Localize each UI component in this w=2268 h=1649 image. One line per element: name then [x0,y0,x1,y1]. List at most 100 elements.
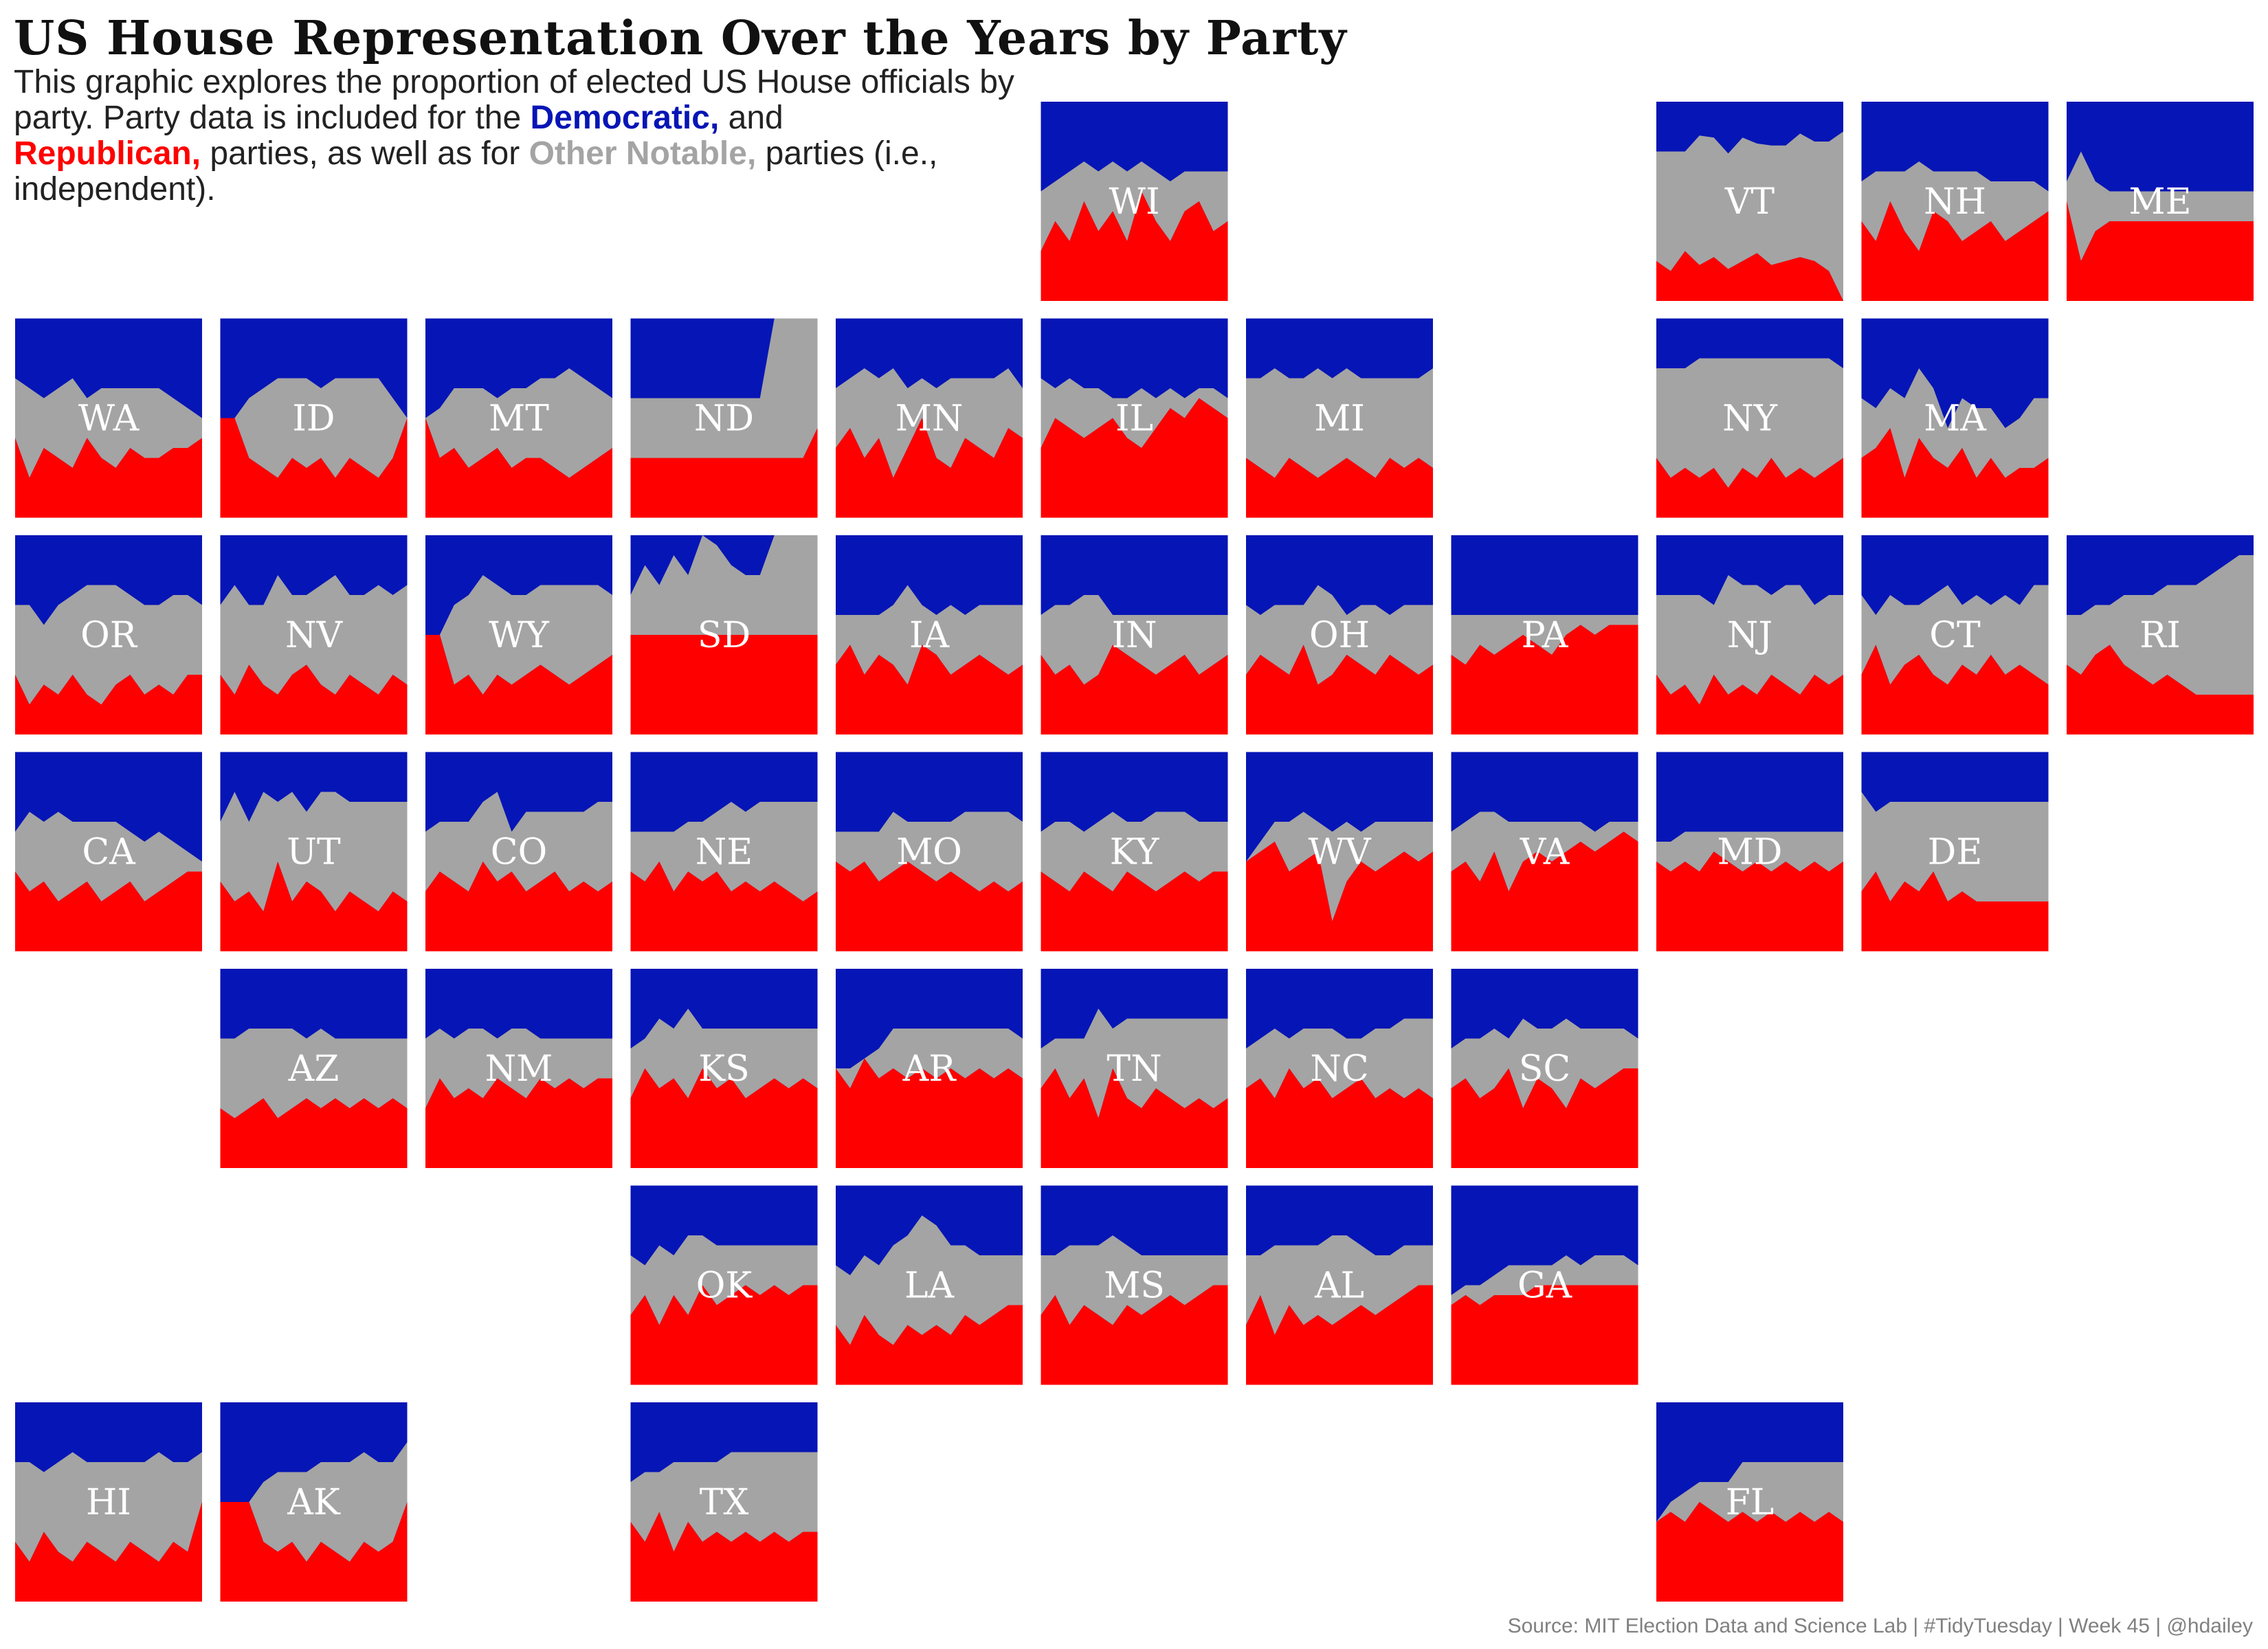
tile-label-il: IL [1115,399,1153,440]
tile-co: CO [425,752,612,952]
republican-area-wy [425,635,612,734]
republican-area-oh [1246,644,1433,734]
tile-nm: NM [425,969,612,1168]
tile-label-wa: WA [78,399,140,440]
other-area-az [220,1029,408,1119]
tile-md: MD [1656,752,1843,952]
tile-ct: CT [1861,535,2049,734]
tile-ut: UT [220,752,408,952]
tile-label-me: ME [2128,181,2191,223]
tile-ks: KS [630,969,818,1168]
tile-label-ri: RI [2139,615,2181,656]
tile-label-oh: OH [1309,615,1370,656]
republican-area-sd [630,635,818,734]
other-area-ma [1861,368,2049,478]
other-area-pa [1451,615,1638,665]
other-area-ca [15,811,202,901]
tile-ky: KY [1041,752,1228,952]
republican-area-az [220,1098,408,1168]
other-area-ny [1656,358,1843,488]
other-area-ia [836,585,1023,685]
tile-label-mn: MN [896,399,964,440]
other-area-tn [1041,1009,1228,1119]
tile-wa: WA [15,318,202,518]
tile-ca: CA [15,752,202,952]
republican-area-mo [836,862,1023,952]
tile-label-tx: TX [700,1482,749,1523]
tile-nj: NJ [1656,535,1843,734]
other-area-mi [1246,368,1433,478]
other-area-tx [630,1452,818,1552]
tile-label-ny: NY [1722,399,1778,440]
other-area-md [1656,831,1843,872]
tile-oh: OH [1246,535,1433,734]
other-area-wa [15,378,202,478]
tile-label-nh: NH [1924,181,1986,223]
tile-ms: MS [1041,1185,1228,1385]
other-area-nc [1246,1018,1433,1099]
subtitle-part-4: parties (i.e., independent). [14,135,938,207]
tile-tn: TN [1041,969,1228,1168]
republican-area-wv [1246,842,1433,952]
republican-area-ks [630,1068,818,1168]
republican-area-ar [836,1058,1023,1168]
other-area-ms [1041,1235,1228,1325]
tile-label-mi: MI [1314,399,1365,440]
tile-nd: ND [630,318,818,518]
other-area-oh [1246,585,1433,685]
tile-al: AL [1246,1185,1433,1385]
subtitle-part-1: This graphic explores the proportion of … [14,64,1014,136]
other-area-co [425,792,612,892]
republican-area-al [1246,1285,1433,1385]
republican-area-ny [1656,458,1843,518]
tile-label-mo: MO [896,832,962,873]
republican-area-ok [630,1285,818,1385]
tile-nc: NC [1246,969,1433,1168]
republican-area-vt [1656,251,1843,301]
republican-area-pa [1451,625,1638,734]
tile-label-ks: KS [698,1048,749,1090]
other-area-wi [1041,161,1228,251]
tile-ok: OK [630,1185,818,1385]
tile-label-ar: AR [902,1048,957,1090]
other-area-ct [1861,585,2049,685]
other-area-mt [425,368,612,478]
subtitle-part-2: and [728,100,783,136]
tile-label-sd: SD [698,615,751,656]
republican-area-va [1451,831,1638,952]
other-area-ok [630,1235,818,1325]
republican-area-il [1041,398,1228,518]
tile-label-ne: NE [696,832,753,873]
other-area-ga [1451,1255,1638,1305]
republican-area-la [836,1305,1023,1385]
republican-area-ne [630,862,818,952]
tile-in: IN [1041,535,1228,734]
tile-label-tn: TN [1107,1048,1161,1090]
tile-ri: RI [2067,535,2254,734]
other-area-mn [836,368,1023,478]
republican-area-sc [1451,1068,1638,1168]
tile-label-nj: NJ [1727,615,1772,656]
tile-sd: SD [630,535,818,734]
tile-label-wi: WI [1109,181,1160,223]
republican-area-or [15,675,202,734]
tile-ga: GA [1451,1185,1638,1385]
tile-wv: WV [1246,752,1433,952]
republican-area-ms [1041,1285,1228,1385]
tile-label-co: CO [491,832,547,873]
republican-area-nc [1246,1068,1433,1168]
republican-area-ak [220,1502,408,1602]
other-area-ky [1041,811,1228,892]
tile-nh: NH [1861,102,2049,301]
republican-area-ca [15,871,202,952]
tile-mt: MT [425,318,612,518]
tile-label-md: MD [1717,832,1783,873]
republican-area-wa [15,438,202,518]
tile-label-id: ID [292,399,335,440]
tile-label-hi: HI [86,1482,131,1523]
tile-mn: MN [836,318,1023,518]
tile-me: ME [2067,102,2254,301]
tile-label-mt: MT [489,399,549,440]
tile-de: DE [1861,752,2049,952]
